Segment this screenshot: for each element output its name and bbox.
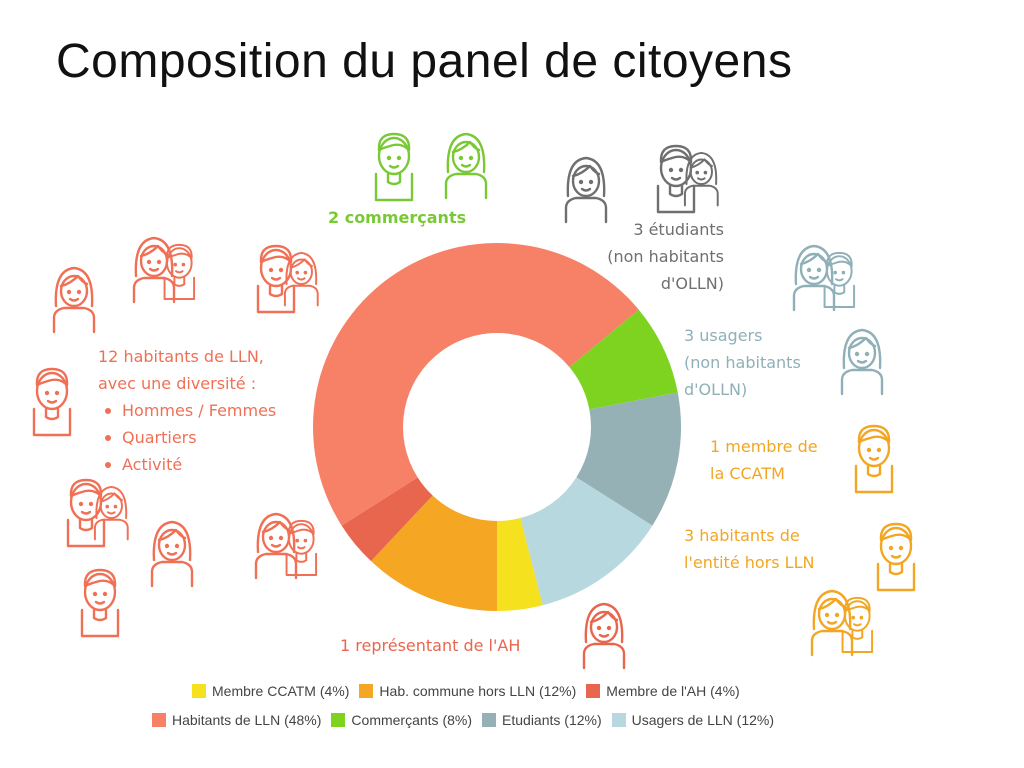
- label-commercants-text: 2 commerçants: [328, 208, 467, 227]
- legend-label: Membre CCATM (4%): [212, 683, 350, 699]
- legend-label: Usagers de LLN (12%): [631, 712, 775, 728]
- person-icon: [440, 128, 496, 212]
- diversity-item: Hommes / Femmes: [104, 397, 276, 424]
- label-hors-lln-line1: 3 habitants de: [684, 526, 800, 545]
- label-habitants-line1: 12 habitants de LLN,: [98, 347, 264, 366]
- person-icon: [836, 324, 892, 408]
- legend-item-ah: Membre de l'AH (4%): [586, 683, 740, 699]
- person-icon: [368, 128, 424, 212]
- person-icon: [48, 262, 104, 346]
- label-ccatm: 1 membre de la CCATM: [710, 433, 818, 487]
- label-ah-text: 1 représentant de l'AH: [340, 636, 521, 655]
- legend-label: Membre de l'AH (4%): [606, 683, 740, 699]
- label-hors-lln: 3 habitants de l'entité hors LLN: [684, 522, 814, 576]
- donut-slice-hors_lln: [371, 495, 497, 611]
- person-icon: [26, 363, 82, 447]
- donut-slice-habitants: [313, 243, 639, 526]
- label-etudiants-line3: d'OLLN): [660, 274, 724, 293]
- legend-row: Habitants de LLN (48%) Commerçants (8%) Et…: [152, 712, 784, 728]
- label-usagers-line3: d'OLLN): [684, 380, 748, 399]
- person-icon: [806, 585, 880, 669]
- legend-item-usagers: Usagers de LLN (12%): [611, 712, 775, 728]
- legend-item-ccatm: Membre CCATM (4%): [192, 683, 349, 699]
- donut-slice-etudiants: [576, 392, 681, 526]
- label-ccatm-line1: 1 membre de: [710, 437, 818, 456]
- diversity-item: Quartiers: [104, 424, 276, 451]
- label-ah: 1 représentant de l'AH: [340, 632, 520, 659]
- donut-slice-usagers: [520, 477, 653, 606]
- donut-slice-commercants: [569, 309, 678, 410]
- person-icon: [74, 564, 130, 648]
- legend-swatch: [586, 684, 601, 698]
- person-icon: [60, 474, 134, 558]
- person-icon: [560, 152, 616, 236]
- legend-swatch: [331, 713, 346, 727]
- person-icon: [250, 240, 324, 324]
- legend-item-habitants: Habitants de LLN (48%): [152, 712, 321, 728]
- legend-swatch: [192, 684, 206, 698]
- person-icon: [146, 516, 202, 600]
- label-etudiants: 3 étudiants (non habitants d'OLLN): [607, 216, 724, 297]
- legend-row: Membre CCATM (4%) Hab. commune hors LLN (…: [192, 683, 750, 699]
- legend-label: Habitants de LLN (48%): [172, 712, 322, 728]
- legend-item-commercants: Commerçants (8%): [331, 712, 472, 728]
- label-hors-lln-line2: l'entité hors LLN: [684, 553, 815, 572]
- legend-label: Hab. commune hors LLN (12%): [379, 683, 577, 699]
- person-icon: [870, 518, 926, 602]
- label-usagers-line2: (non habitants: [684, 353, 801, 372]
- label-habitants-line2: avec une diversité :: [98, 374, 257, 393]
- label-etudiants-line2: (non habitants: [607, 247, 724, 266]
- legend-swatch: [359, 684, 374, 698]
- legend-item-etudiants: Etudiants (12%): [482, 712, 602, 728]
- donut-slice-ah: [341, 477, 433, 562]
- person-icon: [788, 240, 862, 324]
- legend-label: Etudiants (12%): [502, 712, 602, 728]
- legend-label: Commerçants (8%): [351, 712, 473, 728]
- legend-swatch: [152, 713, 166, 727]
- label-commercants: 2 commerçants: [328, 204, 466, 231]
- label-etudiants-line1: 3 étudiants: [633, 220, 724, 239]
- person-icon: [578, 598, 634, 682]
- diversity-item: Activité: [104, 451, 276, 478]
- diversity-list: Hommes / Femmes Quartiers Activité: [98, 397, 276, 478]
- legend-item-hors_lln: Hab. commune hors LLN (12%): [359, 683, 576, 699]
- person-icon: [650, 140, 724, 224]
- legend-swatch: [611, 713, 626, 727]
- label-ccatm-line2: la CCATM: [710, 464, 785, 483]
- person-icon: [128, 232, 202, 316]
- person-icon: [848, 420, 904, 504]
- label-habitants: 12 habitants de LLN, avec une diversité …: [98, 343, 276, 478]
- person-icon: [250, 508, 324, 592]
- label-usagers: 3 usagers (non habitants d'OLLN): [684, 322, 801, 403]
- donut-slice-ccatm: [497, 518, 543, 611]
- legend-swatch: [482, 713, 497, 727]
- label-usagers-line1: 3 usagers: [684, 326, 763, 345]
- page-title: Composition du panel de citoyens: [56, 35, 793, 88]
